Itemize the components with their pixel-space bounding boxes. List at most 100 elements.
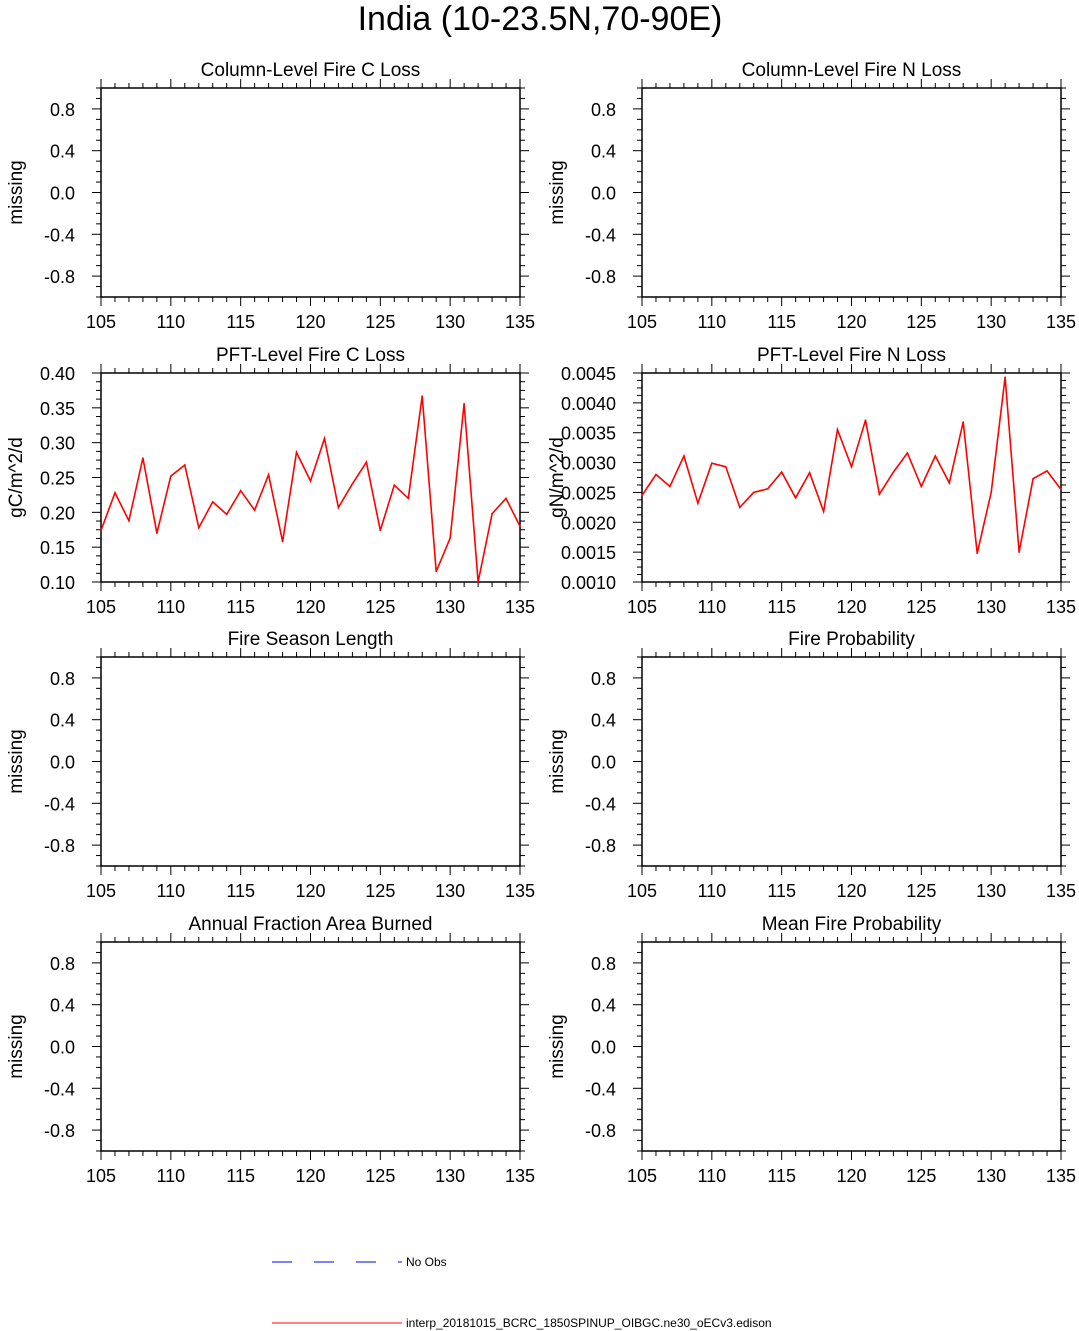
x-tick-label: 115 [767, 881, 796, 901]
chart-panel: Column-Level Fire C Loss missing 105 110 115… [6, 60, 535, 332]
data-point [225, 513, 228, 516]
data-point [738, 506, 741, 509]
y-tick-label: 0.0035 [561, 424, 616, 444]
x-tick-label: 130 [435, 597, 465, 617]
x-tick-label: 125 [906, 312, 936, 332]
y-tick-label: -0.8 [44, 267, 75, 287]
x-tick-label: 125 [906, 881, 936, 901]
y-tick-label: 0.8 [50, 669, 75, 689]
y-tick-label: -0.4 [585, 1079, 616, 1099]
x-tick-label: 105 [86, 597, 116, 617]
y-tick-label: 0.0015 [561, 543, 616, 563]
data-point [281, 540, 284, 543]
x-tick-label: 115 [767, 1166, 796, 1186]
chart-title: Mean Fire Probability [762, 914, 942, 935]
y-axis-label: missing [547, 160, 568, 224]
y-tick-label: 0.8 [50, 954, 75, 974]
chart-title: PFT-Level Fire C Loss [216, 345, 405, 366]
x-tick-label: 120 [295, 597, 325, 617]
x-tick-label: 125 [365, 881, 395, 901]
data-point [379, 529, 382, 532]
chart-panel: PFT-Level Fire C Loss gC/m^2/d 105 110 115 12… [6, 345, 535, 617]
y-axis-label: missing [547, 729, 568, 793]
data-point [752, 491, 755, 494]
legend: No Obs interp_20181015_BCRC_1850SPINUP_O… [272, 1255, 772, 1330]
x-tick-label: 110 [156, 312, 185, 332]
data-point [365, 461, 368, 463]
y-tick-label: 0.0010 [561, 573, 616, 593]
x-tick-label: 110 [697, 312, 726, 332]
y-tick-label: 0.4 [50, 996, 75, 1016]
x-tick-label: 125 [906, 1166, 936, 1186]
x-tick-label: 105 [86, 312, 116, 332]
data-point [836, 428, 839, 431]
data-point [864, 419, 867, 421]
chart-panels: Column-Level Fire C Loss missing 105 110 115… [6, 60, 1076, 1186]
y-tick-label: 0.0040 [561, 394, 616, 414]
data-point [267, 473, 270, 476]
chart-title: Column-Level Fire N Loss [742, 60, 962, 81]
x-tick-label: 135 [505, 597, 535, 617]
data-point [655, 473, 657, 476]
x-tick-label: 130 [976, 881, 1006, 901]
y-tick-label: 0.4 [591, 711, 616, 731]
y-tick-label: -0.8 [585, 267, 616, 287]
x-tick-label: 130 [435, 1166, 465, 1186]
y-tick-label: 0.0 [50, 1038, 75, 1058]
data-point [463, 402, 465, 405]
data-point [725, 465, 727, 468]
data-point [669, 485, 671, 488]
data-point [393, 484, 396, 486]
x-tick-label: 110 [697, 597, 726, 617]
x-tick-label: 110 [697, 881, 726, 901]
data-point [505, 497, 507, 500]
chart-panel: Column-Level Fire N Loss missing 105 110 115… [547, 60, 1076, 332]
x-tick-label: 105 [86, 881, 116, 901]
x-tick-label: 120 [836, 881, 866, 901]
y-tick-label: 0.8 [591, 669, 616, 689]
x-tick-label: 120 [836, 312, 866, 332]
x-tick-label: 115 [767, 312, 796, 332]
data-point [641, 494, 643, 497]
chart-title: PFT-Level Fire N Loss [757, 345, 946, 366]
data-point [1060, 488, 1062, 491]
data-point [990, 491, 992, 494]
data-point [1032, 477, 1034, 480]
data-point [114, 492, 116, 494]
data-point [780, 471, 783, 473]
x-tick-label: 135 [505, 881, 535, 901]
plot-frame [100, 941, 521, 1152]
y-tick-label: -0.8 [585, 836, 616, 856]
y-axis-label: missing [547, 1014, 568, 1078]
x-tick-label: 135 [505, 312, 535, 332]
y-tick-label: -0.4 [44, 225, 75, 245]
x-tick-label: 120 [836, 1166, 866, 1186]
x-tick-label: 135 [1046, 881, 1076, 901]
x-tick-label: 105 [627, 881, 657, 901]
data-point [920, 485, 923, 488]
y-tick-label: 0.4 [591, 996, 616, 1016]
data-point [156, 532, 158, 535]
x-tick-label: 105 [627, 1166, 657, 1186]
x-tick-label: 130 [435, 881, 465, 901]
y-tick-label: 0.0 [50, 184, 75, 204]
data-point [323, 437, 326, 440]
x-tick-label: 135 [505, 1166, 535, 1186]
x-tick-label: 135 [1046, 1166, 1076, 1186]
y-axis-label: gC/m^2/d [6, 437, 27, 518]
x-tick-label: 110 [156, 597, 185, 617]
data-point [337, 506, 340, 509]
data-point [976, 552, 978, 555]
data-point [253, 509, 256, 512]
x-tick-label: 120 [836, 597, 866, 617]
data-point [128, 519, 130, 522]
y-tick-label: 0.0030 [561, 454, 616, 474]
data-point [683, 455, 685, 457]
y-tick-label: -0.8 [585, 1121, 616, 1141]
data-point [962, 421, 965, 423]
x-tick-label: 130 [976, 597, 1006, 617]
x-tick-label: 110 [697, 1166, 726, 1186]
y-axis-label: missing [6, 729, 27, 793]
plot-frame [100, 656, 521, 867]
